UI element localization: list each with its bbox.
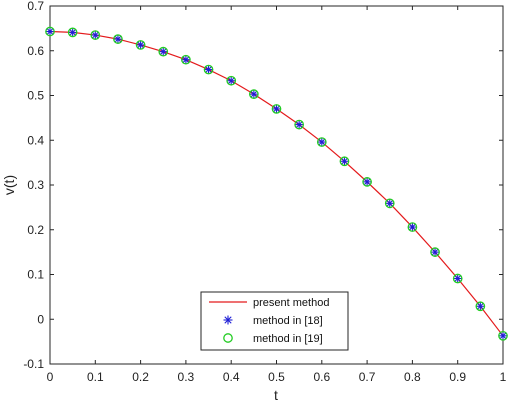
x-tick-label: 0.3 <box>178 370 195 384</box>
legend: present method method in [18] method in [1… <box>200 291 349 351</box>
data-point-star <box>249 89 259 99</box>
data-point-circle <box>181 54 191 65</box>
data-point-star <box>136 40 146 50</box>
data-point-circle <box>407 222 418 232</box>
data-point-circle <box>113 34 123 44</box>
legend-label: method in [18] <box>253 315 323 327</box>
data-point-star <box>453 274 463 284</box>
legend-swatch-star <box>223 315 233 325</box>
legend-swatch-circle <box>223 333 233 343</box>
x-tick-label: 1 <box>500 370 507 384</box>
data-point-circle <box>135 40 146 50</box>
x-tick-label: 0.6 <box>313 370 330 384</box>
y-tick-label: 0 <box>37 312 44 326</box>
data-point-circle <box>452 273 463 284</box>
data-point-circle <box>316 137 327 147</box>
data-point-circle <box>362 177 372 187</box>
data-point-star <box>498 331 508 341</box>
legend-label: method in [19] <box>253 333 323 345</box>
data-point-star <box>272 104 281 114</box>
series-layer <box>45 26 508 341</box>
x-axis: 0 0.1 0.2 0.3 0.4 0.5 0.6 0.7 0.8 0.9 1 <box>47 6 507 384</box>
data-point-circle <box>249 89 259 100</box>
data-point-circle <box>339 156 350 167</box>
y-tick-label: 0.6 <box>27 44 44 58</box>
y-tick-label: 0.1 <box>27 268 44 282</box>
data-point-star <box>294 120 304 130</box>
x-tick-label: 0.8 <box>404 370 421 384</box>
data-point-circle <box>158 46 169 57</box>
data-point-star <box>475 301 485 311</box>
x-axis-label: t <box>274 387 278 403</box>
data-point-circle <box>67 27 78 38</box>
y-tick-label: 0.4 <box>27 133 44 147</box>
data-point-star <box>45 27 55 37</box>
x-tick-label: 0 <box>47 370 54 384</box>
data-point-circle <box>294 119 304 130</box>
data-point-circle <box>498 330 508 341</box>
data-point-star <box>362 177 372 187</box>
data-point-star <box>68 27 78 37</box>
x-tick-label: 0.9 <box>449 370 466 384</box>
data-point-star <box>90 30 100 40</box>
data-point-circle <box>226 75 237 86</box>
data-point-circle <box>271 104 282 114</box>
data-point-star <box>158 47 168 57</box>
y-axis-label: v(t) <box>1 175 17 195</box>
data-point-circle <box>475 301 486 312</box>
x-tick-label: 0.5 <box>268 370 285 384</box>
data-point-star <box>317 137 327 147</box>
x-tick-label: 0.4 <box>223 370 240 384</box>
data-point-star <box>181 55 191 65</box>
data-point-star <box>113 34 123 44</box>
data-point-circle <box>45 26 55 37</box>
data-point-circle <box>203 64 214 75</box>
data-point-circle <box>430 247 440 257</box>
data-point-star <box>430 247 440 257</box>
data-point-circle <box>384 198 395 209</box>
data-point-star <box>226 76 236 86</box>
y-tick-label: 0.2 <box>27 223 44 237</box>
series-star <box>45 27 508 341</box>
y-tick-label: 0.7 <box>27 0 44 13</box>
x-tick-label: 0.2 <box>132 370 149 384</box>
data-point-star <box>385 198 395 208</box>
data-point-star <box>339 156 349 166</box>
data-point-star <box>407 222 417 232</box>
y-tick-label: -0.1 <box>23 357 44 371</box>
x-tick-label: 0.7 <box>359 370 376 384</box>
data-point-circle <box>90 30 101 40</box>
y-axis: -0.1 0 0.1 0.2 0.3 0.4 0.5 0.6 0.7 <box>23 0 503 371</box>
y-tick-label: 0.3 <box>27 178 44 192</box>
data-point-star <box>204 65 214 75</box>
x-tick-label: 0.1 <box>87 370 104 384</box>
legend-label: present method <box>253 297 329 309</box>
series-circle <box>45 26 508 341</box>
y-tick-label: 0.5 <box>27 89 44 103</box>
